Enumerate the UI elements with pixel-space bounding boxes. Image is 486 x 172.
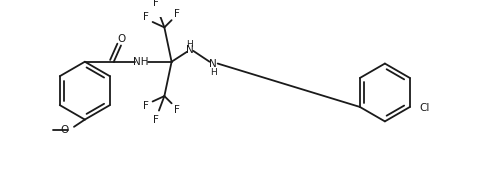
Text: Cl: Cl [419,103,429,113]
Text: F: F [174,105,180,115]
Text: NH: NH [133,57,149,67]
Text: F: F [143,12,149,23]
Text: N: N [186,45,193,55]
Text: O: O [60,125,69,135]
Text: N: N [209,60,217,69]
Text: H: H [210,68,217,77]
Text: F: F [143,101,149,111]
Text: F: F [153,0,159,8]
Text: F: F [153,115,159,126]
Text: F: F [174,9,180,19]
Text: H: H [186,40,193,49]
Text: O: O [118,34,126,44]
